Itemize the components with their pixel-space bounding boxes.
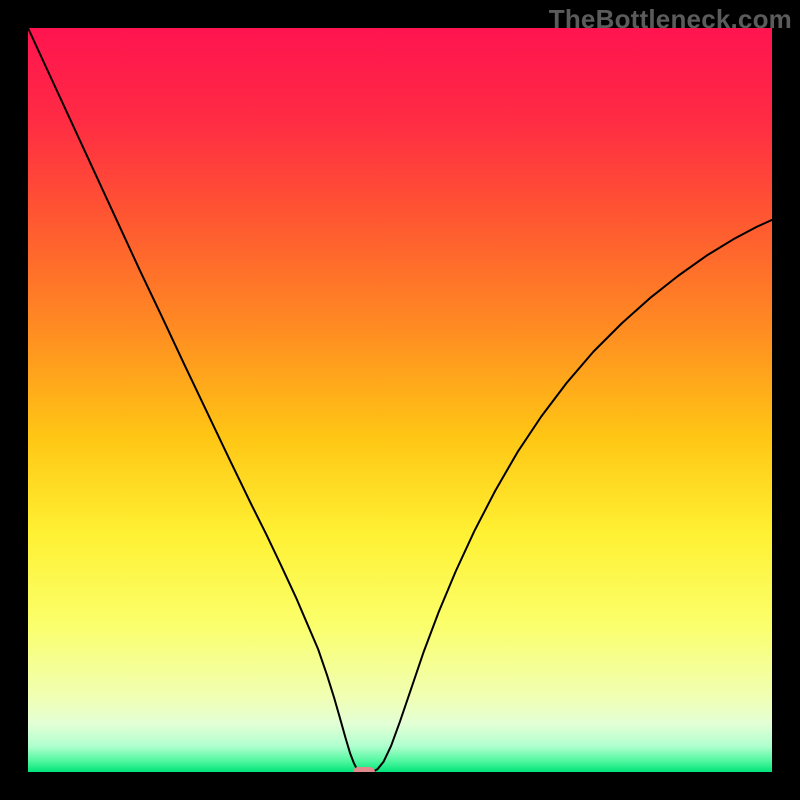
plot-area: [28, 28, 772, 772]
watermark-text: TheBottleneck.com: [549, 4, 792, 35]
bottleneck-curve: [28, 28, 772, 772]
chart-frame: [28, 28, 772, 772]
optimum-marker: [353, 767, 375, 773]
